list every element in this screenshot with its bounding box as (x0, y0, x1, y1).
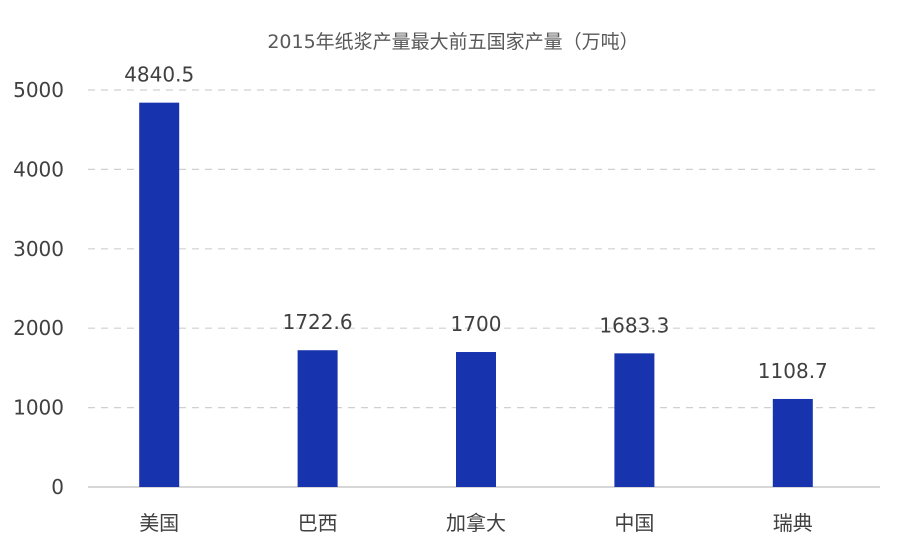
data-label: 1700 (451, 312, 502, 336)
data-label: 4840.5 (124, 63, 194, 87)
data-labels: 4840.5 1722.6 1700 1683.3 1108.7 (124, 63, 828, 383)
bar (139, 102, 180, 487)
y-axis-ticks: 0 1000 2000 3000 4000 5000 (13, 78, 64, 499)
bars (139, 102, 813, 487)
y-tick-label: 5000 (13, 78, 64, 102)
x-tick-label: 巴西 (298, 511, 338, 535)
y-tick-label: 0 (51, 475, 64, 499)
chart-title: 2015年纸浆产量最大前五国家产量（万吨） (267, 31, 638, 53)
y-tick-label: 2000 (13, 316, 64, 340)
x-axis-ticks: 美国 巴西 加拿大 中国 瑞典 (139, 511, 813, 535)
data-label: 1683.3 (599, 313, 669, 337)
bar (772, 398, 813, 487)
x-tick-label: 中国 (614, 511, 654, 535)
x-tick-label: 美国 (139, 511, 179, 535)
bar (456, 352, 496, 487)
data-label: 1108.7 (758, 359, 828, 383)
y-tick-label: 4000 (13, 157, 64, 181)
bar (297, 350, 338, 487)
bar (614, 353, 655, 487)
y-tick-label: 1000 (13, 396, 64, 420)
data-label: 1722.6 (283, 310, 353, 334)
x-tick-label: 加拿大 (446, 511, 506, 535)
y-tick-label: 3000 (13, 237, 64, 261)
x-tick-label: 瑞典 (773, 511, 813, 535)
